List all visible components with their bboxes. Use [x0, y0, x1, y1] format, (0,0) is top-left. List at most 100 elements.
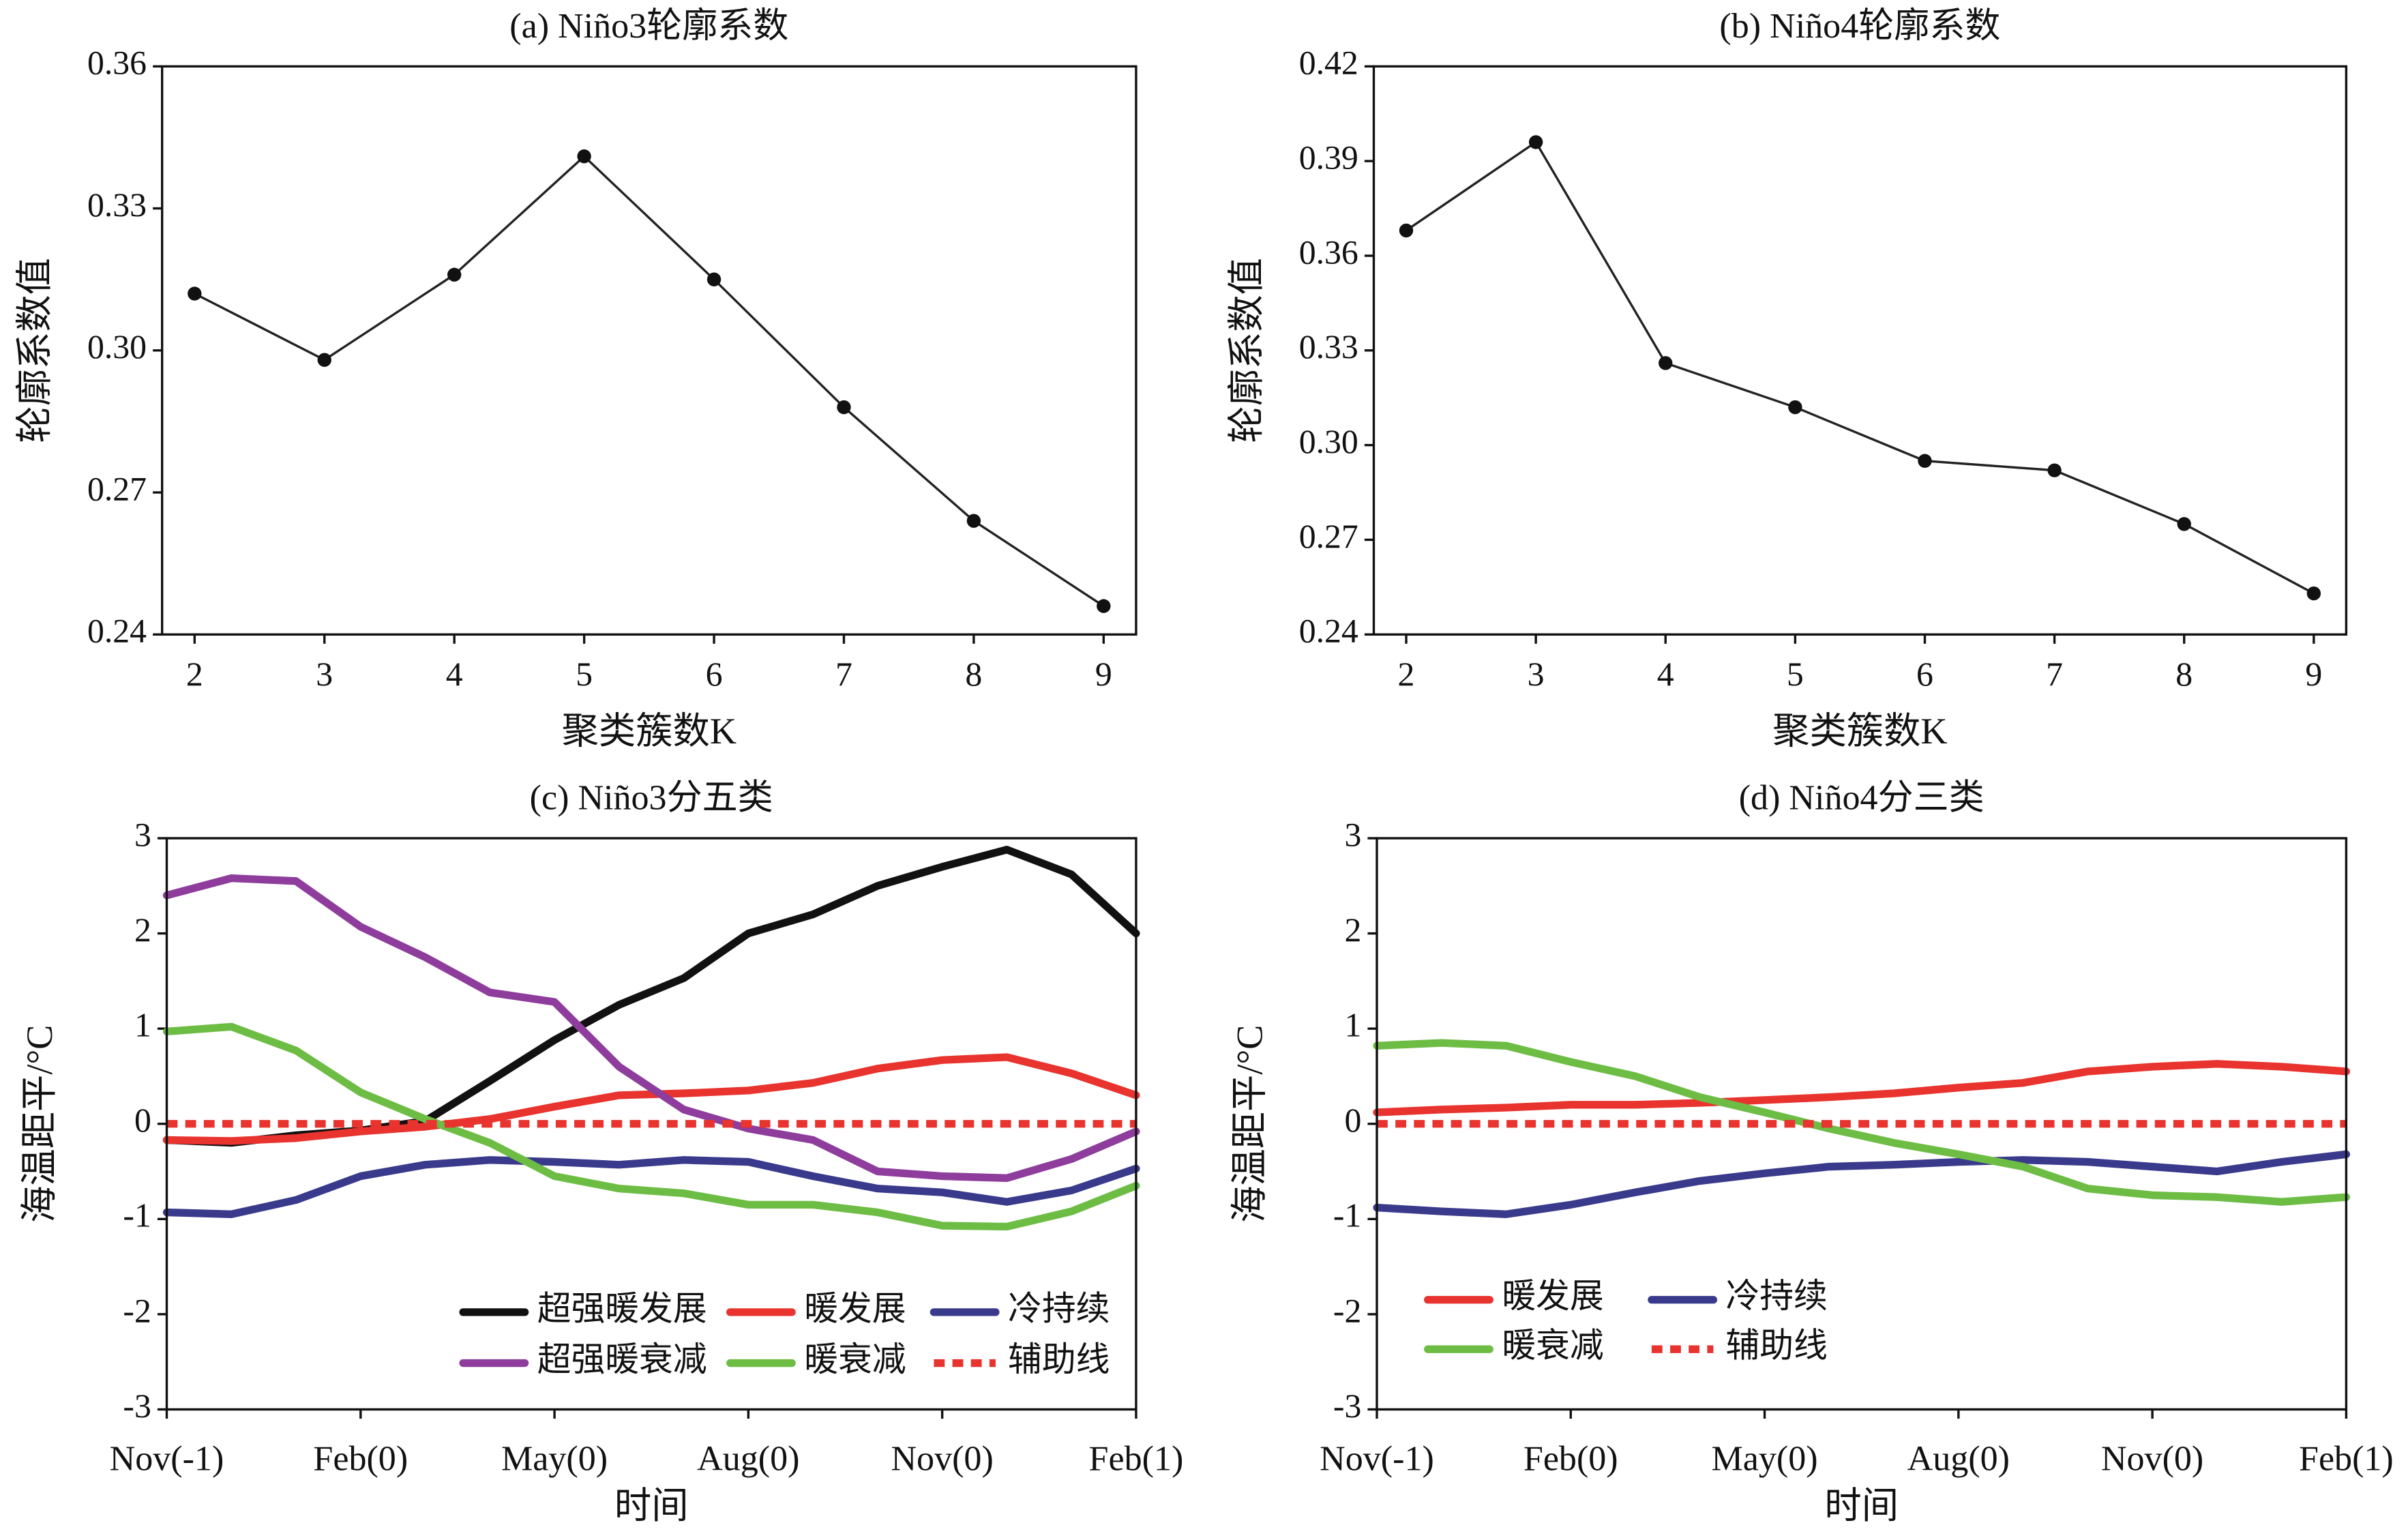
x-tick-label: May(0): [501, 1439, 608, 1478]
data-line: [162, 1156, 1140, 1218]
chart-title: (c) Niño3分五类: [530, 779, 773, 818]
data-point: [837, 400, 851, 415]
data-point: [1918, 454, 1932, 468]
legend-label: 冷持续: [1008, 1290, 1110, 1327]
plot-frame: [1376, 837, 2348, 1411]
data-point: [188, 286, 202, 301]
y-tick-label: 0.36: [87, 44, 147, 82]
y-tick-label: 0.33: [87, 186, 147, 224]
y-tick-label: 0.24: [87, 612, 147, 650]
x-tick-label: 4: [446, 655, 463, 693]
x-tick-label: 5: [576, 655, 593, 693]
x-axis-label: 聚类簇数K: [1772, 711, 1947, 752]
data-point: [966, 514, 981, 528]
plot-frame: [1372, 65, 2348, 636]
plot-frame: [165, 837, 1138, 1411]
x-axis-label: 聚类簇数K: [562, 711, 737, 752]
y-tick-label: 0.27: [1299, 518, 1358, 555]
x-tick-label: Nov(-1): [1320, 1439, 1434, 1478]
y-tick-label: 0: [134, 1101, 151, 1139]
chart-title: (d) Niño4分三类: [1739, 779, 1985, 818]
y-tick-label: 0.24: [1299, 612, 1358, 650]
data-point: [317, 353, 331, 367]
data-point: [1659, 356, 1673, 370]
data-line: [1373, 1150, 2351, 1218]
y-tick-label: 0.36: [1299, 233, 1358, 271]
legend-label: 冷持续: [1726, 1277, 1828, 1315]
x-axis-label: 时间: [614, 1485, 689, 1526]
data-point: [1399, 223, 1414, 238]
x-tick-label: 2: [186, 655, 203, 693]
x-tick-label: 8: [965, 655, 982, 693]
y-tick-label: 0.33: [1299, 328, 1358, 366]
data-line: [162, 874, 1140, 1182]
chart-title: (b) Niño4轮廓系数: [1719, 7, 2000, 46]
y-tick-label: 1: [1344, 1007, 1361, 1044]
y-axis-label: 海温距平/°C: [1229, 1025, 1270, 1223]
data-point: [2177, 517, 2191, 531]
x-axis-label: 时间: [1824, 1485, 1899, 1526]
x-tick-label: 5: [1787, 655, 1804, 693]
x-tick-label: Aug(0): [697, 1439, 799, 1478]
x-tick-label: Feb(1): [1089, 1439, 1184, 1478]
data-point: [707, 272, 722, 286]
x-tick-label: 9: [2305, 655, 2322, 693]
x-tick-label: Feb(0): [313, 1439, 408, 1478]
legend-label: 超强暖衰减: [537, 1341, 707, 1378]
y-tick-label: 0: [1344, 1101, 1361, 1139]
y-axis-label: 轮廓系数值: [14, 258, 55, 443]
legend-label: 辅助线: [1008, 1341, 1110, 1378]
data-point: [577, 149, 591, 164]
x-tick-label: 9: [1095, 655, 1112, 693]
x-tick-label: 4: [1657, 655, 1674, 693]
x-tick-label: Nov(0): [2101, 1439, 2203, 1478]
y-tick-label: 2: [1344, 911, 1361, 949]
x-tick-label: 7: [2046, 655, 2063, 693]
x-tick-label: Feb(1): [2299, 1439, 2394, 1478]
data-line: [162, 1053, 1140, 1145]
y-tick-label: 0.42: [1299, 44, 1358, 82]
data-line: [1373, 1060, 2351, 1116]
x-tick-label: Nov(-1): [110, 1439, 224, 1478]
data-line: [1405, 141, 2315, 595]
data-point: [447, 267, 462, 282]
y-tick-label: -1: [123, 1197, 151, 1234]
y-tick-label: 0.39: [1299, 139, 1358, 177]
x-tick-label: 8: [2175, 655, 2193, 693]
y-tick-label: 3: [134, 816, 151, 853]
x-tick-label: Nov(0): [891, 1439, 993, 1478]
y-tick-label: -1: [1333, 1197, 1361, 1234]
y-tick-label: 0.27: [87, 470, 147, 507]
legend-label: 暖衰减: [1502, 1327, 1603, 1365]
legend-label: 超强暖发展: [537, 1290, 707, 1327]
x-tick-label: May(0): [1712, 1439, 1818, 1478]
y-tick-label: -2: [123, 1292, 151, 1329]
data-point: [2306, 586, 2321, 601]
x-tick-label: Aug(0): [1907, 1439, 2010, 1478]
plot-frame: [161, 65, 1138, 636]
x-tick-label: Feb(0): [1523, 1439, 1618, 1478]
y-tick-label: 0.30: [1299, 423, 1358, 460]
legend-label: 暖发展: [804, 1290, 906, 1327]
data-point: [1528, 135, 1543, 149]
x-tick-label: 3: [1528, 655, 1545, 693]
y-tick-label: 2: [134, 911, 151, 949]
y-tick-label: 1: [134, 1007, 151, 1044]
legend-label: 辅助线: [1726, 1327, 1828, 1365]
y-axis-label: 海温距平/°C: [19, 1025, 60, 1223]
y-tick-label: -3: [123, 1387, 151, 1425]
y-tick-label: -3: [1333, 1387, 1361, 1425]
legend-label: 暖发展: [1502, 1277, 1603, 1315]
x-tick-label: 3: [316, 655, 333, 693]
data-point: [2047, 463, 2062, 477]
data-point: [1788, 400, 1802, 415]
x-tick-label: 6: [1916, 655, 1933, 693]
y-tick-label: 0.30: [87, 328, 147, 366]
data-line: [193, 155, 1105, 608]
x-tick-label: 7: [835, 655, 852, 693]
chart-title: (a) Niño3轮廓系数: [509, 7, 788, 46]
y-tick-label: 3: [1344, 816, 1361, 853]
legend-label: 暖衰减: [804, 1341, 906, 1378]
